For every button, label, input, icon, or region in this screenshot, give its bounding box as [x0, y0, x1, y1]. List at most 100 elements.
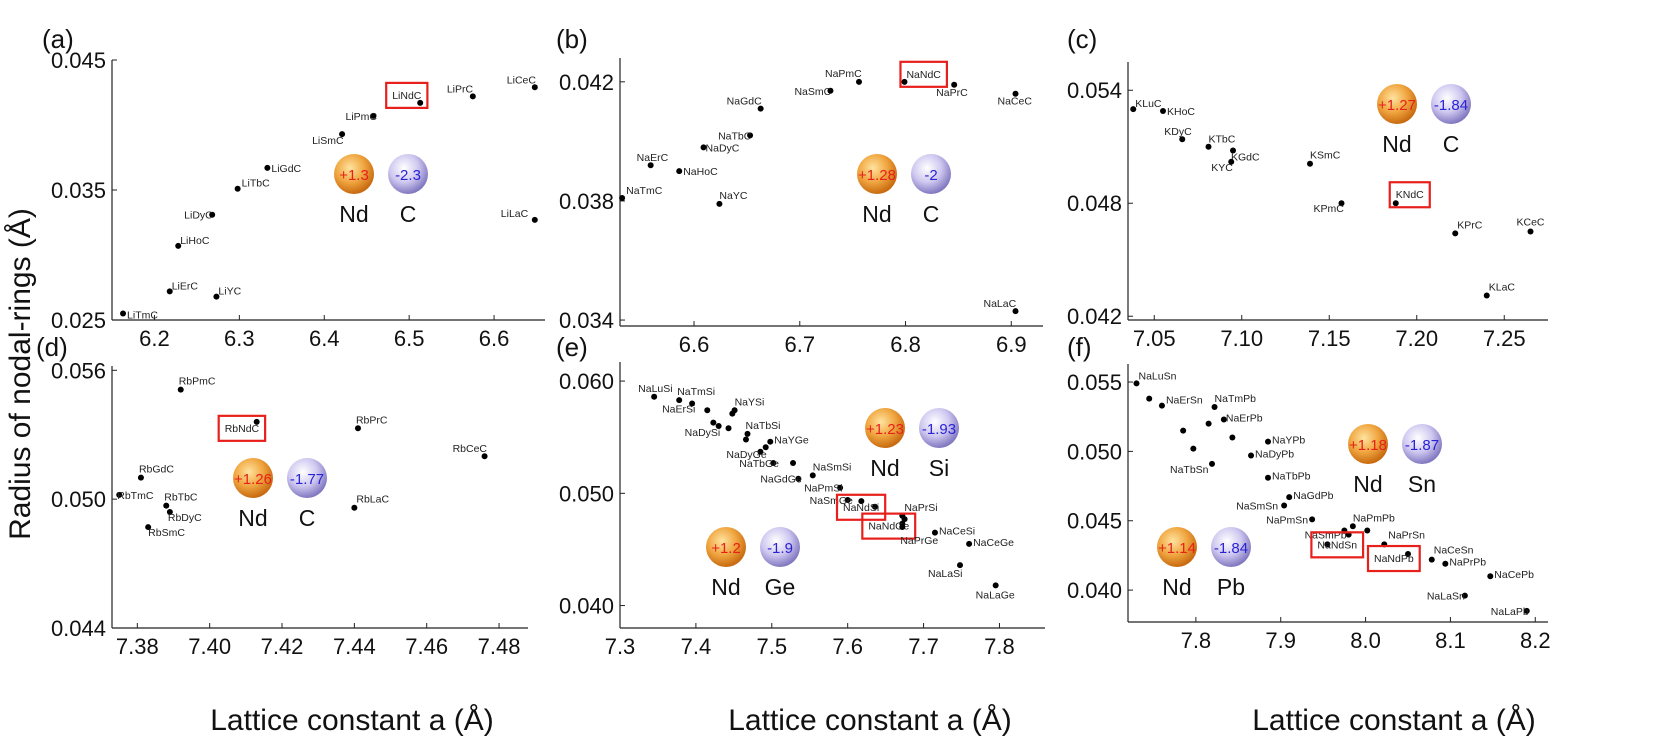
- data-point-label: NaPrSn: [1388, 529, 1425, 541]
- y-tick-label: 0.025: [51, 308, 106, 333]
- cation-element-label: Nd: [1353, 471, 1382, 497]
- data-point: [370, 112, 377, 119]
- data-point: [742, 436, 749, 443]
- data-point-label: RbPmC: [179, 376, 216, 388]
- data-point: [1160, 107, 1166, 114]
- x-tick-label: 7.20: [1395, 326, 1438, 351]
- data-point: [731, 407, 738, 414]
- data-point: [531, 84, 538, 91]
- data-point: [264, 164, 271, 171]
- y-tick-label: 0.048: [1067, 191, 1122, 216]
- data-point-label: NaLaC: [984, 298, 1017, 310]
- data-point: [704, 407, 711, 414]
- data-point: [1211, 404, 1218, 410]
- data-point: [1428, 556, 1435, 563]
- data-point: [844, 497, 851, 504]
- data-point: [1130, 106, 1137, 113]
- x-tick-label: 6.2: [139, 326, 170, 351]
- x-tick-label: 7.42: [261, 634, 304, 659]
- panel-letter: (a): [42, 24, 74, 54]
- highlight-box: [1388, 181, 1431, 209]
- data-point-label: LiNdC: [392, 90, 422, 102]
- data-point: [1248, 452, 1255, 459]
- data-point: [1281, 502, 1288, 509]
- highlight-box: [1366, 544, 1421, 573]
- cation-charge-label: +1.14: [1158, 540, 1196, 557]
- y-tick-label: 0.040: [559, 594, 614, 619]
- y-tick-label: 0.040: [1067, 578, 1122, 603]
- x-tick-label: 6.9: [996, 332, 1027, 357]
- x-tick-label: 7.05: [1133, 326, 1176, 351]
- charge-badge: +1.26 -1.77 Nd C: [233, 458, 327, 531]
- data-point: [1405, 551, 1411, 558]
- anion-charge-label: -2: [924, 167, 937, 184]
- data-point-label: NaErPb: [1226, 412, 1263, 424]
- anion-sphere-icon: [911, 154, 951, 194]
- data-point: [619, 194, 626, 201]
- data-point: [757, 448, 764, 455]
- data-point: [837, 484, 844, 491]
- data-point-label: KDyC: [1164, 126, 1192, 138]
- data-point: [234, 185, 241, 192]
- anion-element-label: Si: [929, 455, 949, 481]
- data-point: [767, 438, 774, 445]
- data-point-label: NaErC: [637, 152, 669, 164]
- data-point: [700, 144, 707, 151]
- anion-charge-label: -2.3: [395, 167, 421, 184]
- data-point: [213, 293, 220, 300]
- data-point-label: NaPmPb: [1353, 512, 1395, 524]
- panel-letter: (d): [36, 332, 68, 362]
- x-tick-label: 7.46: [405, 634, 448, 659]
- data-point-label: KCeC: [1517, 216, 1545, 228]
- highlight-box: [899, 60, 949, 88]
- data-point-label: NaErSn: [1166, 395, 1203, 407]
- data-point: [1286, 494, 1293, 501]
- data-point: [1205, 143, 1212, 150]
- data-point-label: NaNdC: [906, 69, 941, 81]
- panel-c: (c) 7.05 7.10 7.15 7.20 7.25 0.042 0.048 0.054 KL…: [1067, 24, 1548, 351]
- data-point: [469, 93, 476, 100]
- data-point-label: LiLaC: [501, 208, 529, 220]
- anion-charge-label: -1.93: [922, 421, 956, 438]
- data-point: [827, 87, 834, 94]
- data-point: [1190, 445, 1197, 452]
- data-point-label: NaPmC: [825, 68, 862, 80]
- panel-b: (b) 6.6 6.7 6.8 6.9 0.034 0.038 0.042 NaNdC NaPmC…: [556, 24, 1043, 357]
- data-point: [676, 168, 683, 175]
- y-tick-label: 0.038: [559, 189, 614, 214]
- data-point: [1012, 308, 1019, 315]
- x-tick-label: 7.40: [188, 634, 231, 659]
- highlight-box: [217, 414, 267, 442]
- x-tick-label: 7.10: [1220, 326, 1263, 351]
- data-point: [145, 524, 152, 531]
- data-point-label: NaPrSi: [904, 502, 937, 514]
- panel-e: (e) 7.3 7.4 7.5 7.6 7.7 7.8 0.040 0.050 0.060 NaLu…: [556, 332, 1045, 659]
- data-point: [531, 216, 538, 223]
- x-tick-label: 7.3: [605, 634, 636, 659]
- data-point-label: NaLuSn: [1138, 370, 1176, 382]
- cation-sphere-icon: [334, 154, 374, 194]
- data-point: [951, 81, 958, 88]
- x-tick-label: 7.7: [908, 634, 939, 659]
- data-point-label: NaTmC: [626, 185, 663, 197]
- data-point: [1309, 516, 1316, 523]
- data-point: [137, 474, 144, 481]
- charge-badge: +1.3 -2.3 Nd C: [334, 154, 428, 227]
- anion-sphere-icon: [760, 527, 800, 567]
- data-point: [166, 509, 173, 516]
- data-point-label: NaSmGe: [810, 495, 853, 507]
- x-tick-label: 7.44: [333, 634, 376, 659]
- cation-charge-label: +1.27: [1378, 97, 1416, 114]
- data-point-label: RbGdC: [139, 464, 174, 476]
- data-point-label: LiTmC: [127, 310, 158, 322]
- data-point-label: NaSmSi: [813, 461, 852, 473]
- data-point: [1442, 560, 1449, 567]
- data-point: [1229, 434, 1236, 441]
- cation-element-label: Nd: [1382, 131, 1411, 157]
- data-point: [715, 422, 722, 429]
- data-point-label: LiDyC: [184, 210, 213, 222]
- data-point-label: NaNdSn: [1317, 539, 1357, 551]
- data-point: [1205, 420, 1212, 427]
- panel-letter: (f): [1067, 332, 1092, 362]
